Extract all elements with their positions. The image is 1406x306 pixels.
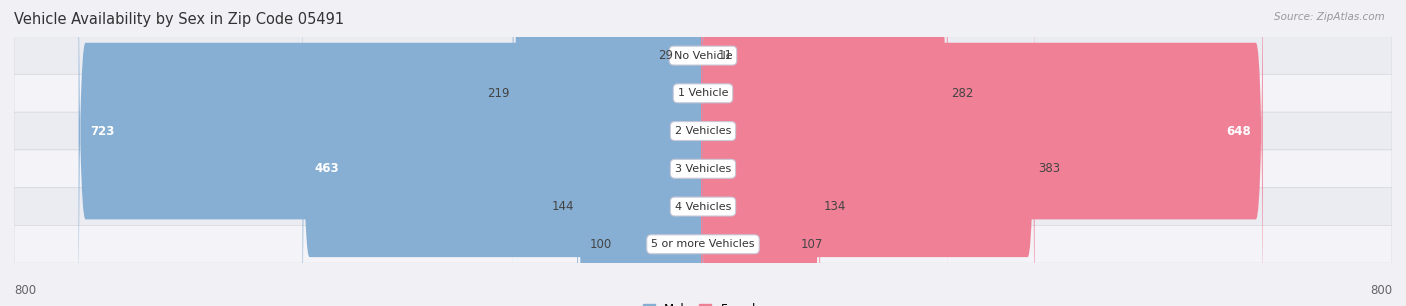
Legend: Male, Female: Male, Female — [638, 298, 768, 306]
FancyBboxPatch shape — [14, 226, 1392, 263]
Text: 2 Vehicles: 2 Vehicles — [675, 126, 731, 136]
Text: 800: 800 — [14, 284, 37, 297]
Text: 5 or more Vehicles: 5 or more Vehicles — [651, 239, 755, 249]
Text: 383: 383 — [1038, 162, 1060, 175]
Text: 219: 219 — [486, 87, 509, 100]
FancyBboxPatch shape — [702, 0, 1035, 306]
FancyBboxPatch shape — [702, 31, 797, 306]
FancyBboxPatch shape — [702, 0, 948, 306]
Text: 3 Vehicles: 3 Vehicles — [675, 164, 731, 174]
FancyBboxPatch shape — [513, 0, 704, 306]
FancyBboxPatch shape — [14, 37, 1392, 74]
FancyBboxPatch shape — [14, 150, 1392, 188]
Text: 144: 144 — [551, 200, 574, 213]
FancyBboxPatch shape — [702, 0, 714, 269]
Text: 100: 100 — [589, 238, 612, 251]
FancyBboxPatch shape — [702, 0, 820, 306]
FancyBboxPatch shape — [676, 0, 704, 269]
FancyBboxPatch shape — [616, 31, 704, 306]
Text: Vehicle Availability by Sex in Zip Code 05491: Vehicle Availability by Sex in Zip Code … — [14, 12, 344, 27]
FancyBboxPatch shape — [14, 74, 1392, 112]
Text: 29: 29 — [658, 49, 673, 62]
FancyBboxPatch shape — [79, 0, 704, 306]
Text: 800: 800 — [1369, 284, 1392, 297]
Text: 1 Vehicle: 1 Vehicle — [678, 88, 728, 98]
Text: 4 Vehicles: 4 Vehicles — [675, 202, 731, 211]
FancyBboxPatch shape — [578, 0, 704, 306]
Text: 107: 107 — [800, 238, 823, 251]
Text: 648: 648 — [1226, 125, 1251, 138]
Text: 463: 463 — [315, 162, 339, 175]
FancyBboxPatch shape — [302, 0, 704, 306]
FancyBboxPatch shape — [702, 0, 1263, 306]
Text: No Vehicle: No Vehicle — [673, 50, 733, 61]
FancyBboxPatch shape — [14, 112, 1392, 150]
Text: Source: ZipAtlas.com: Source: ZipAtlas.com — [1274, 12, 1385, 22]
Text: 134: 134 — [824, 200, 846, 213]
Text: 282: 282 — [950, 87, 973, 100]
Text: 11: 11 — [717, 49, 733, 62]
FancyBboxPatch shape — [14, 188, 1392, 226]
Text: 723: 723 — [91, 125, 115, 138]
